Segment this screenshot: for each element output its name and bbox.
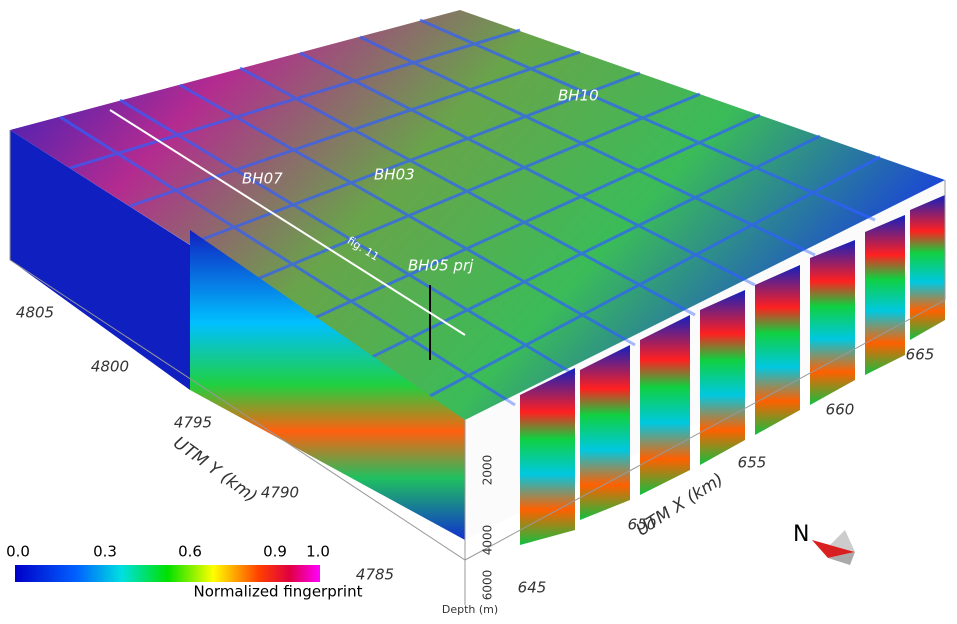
x-tick-label: 665	[906, 346, 935, 364]
borehole-label: BH05 prj	[408, 257, 474, 275]
colorbar-tick-label: 0.3	[93, 543, 117, 561]
x-tick-label: 655	[738, 454, 767, 472]
colorbar-label: Normalized fingerprint	[194, 583, 363, 601]
y-tick-label: 4785	[356, 566, 394, 584]
y-axis-label: UTM Y (km)	[169, 433, 260, 507]
compass	[812, 530, 855, 565]
colorbar-tick-label: 1.0	[306, 543, 330, 561]
y-tick-label: 4800	[91, 358, 129, 376]
depth-tick-label: 4000	[481, 525, 495, 556]
x-tick-label: 650	[628, 516, 657, 534]
depth-tick-label: 6000	[481, 570, 495, 601]
colorbar-tick-label: 0.9	[263, 543, 287, 561]
borehole-label: BH10	[558, 87, 599, 105]
depth-tick-label: 2000	[481, 455, 495, 486]
borehole-label: BH07	[242, 170, 283, 188]
depth-axis-label: Depth (m)	[442, 603, 498, 616]
x-tick-label: 660	[826, 401, 855, 419]
x-tick-label: 645	[518, 579, 547, 597]
y-tick-label: 4805	[16, 304, 54, 322]
colorbar-tick-label: 0.0	[6, 543, 30, 561]
y-tick-label: 4790	[261, 484, 299, 502]
compass-label: N	[793, 522, 809, 547]
volume	[9, 10, 946, 605]
borehole-label: BH03	[374, 166, 415, 184]
colorbar	[15, 565, 320, 582]
colorbar-tick-label: 0.6	[178, 543, 202, 561]
y-tick-label: 4795	[174, 414, 212, 432]
